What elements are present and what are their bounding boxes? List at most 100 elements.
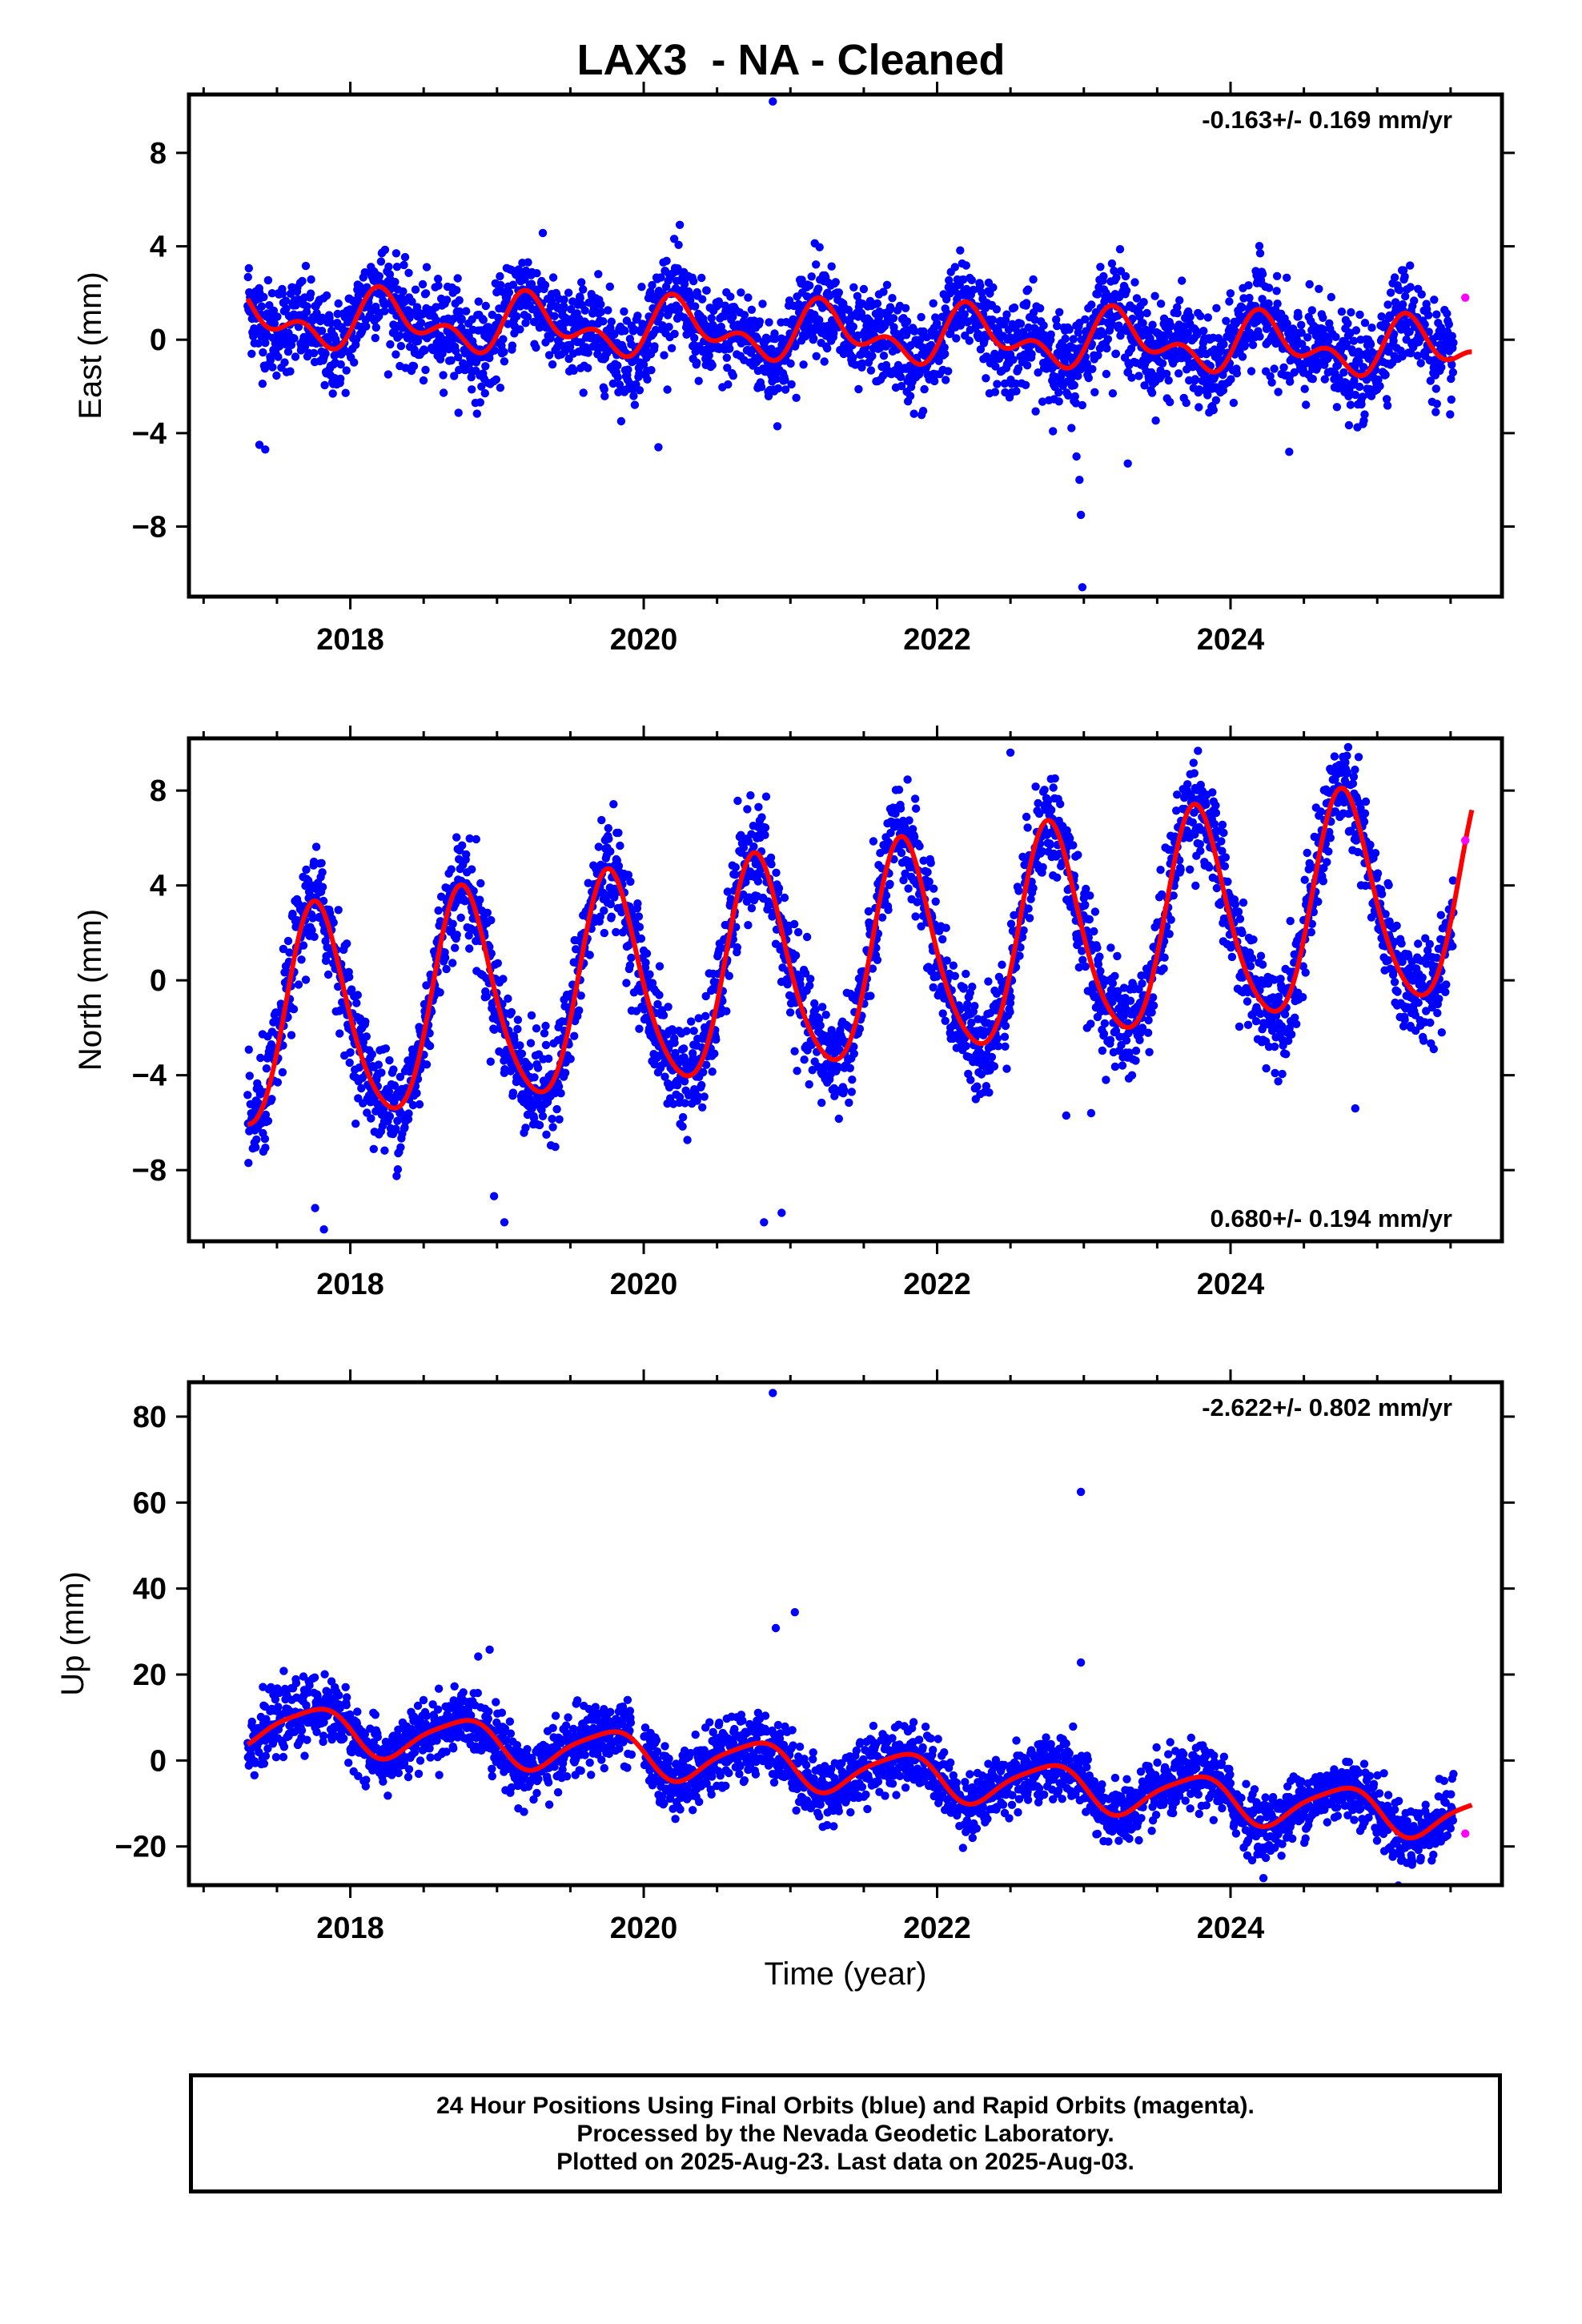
east-outlier-point [1285,448,1294,456]
north-point [673,1081,682,1090]
north-point [448,919,457,928]
east-point [722,353,731,362]
east-point [786,359,795,368]
north-point [347,985,356,994]
east-point [772,374,781,384]
east-point [1255,242,1264,251]
north-point [245,1072,254,1080]
east-point [1420,320,1429,329]
north-point [785,1008,795,1017]
north-point [708,1068,717,1076]
north-point [524,1062,534,1071]
north-point [256,1053,265,1063]
east-point [1096,263,1105,271]
east-point [307,275,315,284]
north-point [301,975,311,984]
north-point [723,887,732,896]
east-point [438,335,448,344]
east-point [286,289,295,298]
east-point [1443,309,1452,318]
north-point [541,1040,551,1050]
east-point [870,324,880,334]
north-point [757,813,766,822]
north-point [772,868,781,878]
east-point [400,252,410,262]
east-point [477,382,486,391]
north-point [261,1144,270,1152]
east-point [888,294,897,303]
east-point [596,300,605,309]
north-point [607,912,616,921]
east-point [1158,359,1167,368]
east-point [901,304,910,312]
east-point [1305,279,1314,289]
east-point [918,407,928,416]
north-point [636,934,646,943]
east-point [941,349,950,359]
north-point [493,959,502,968]
north-point [329,918,338,927]
east-point [1337,308,1347,316]
north-point [310,932,319,942]
north-point [845,1098,853,1108]
east-point [1410,296,1419,305]
east-point [930,376,939,386]
east-point [550,312,559,320]
north-point [311,842,321,851]
north-point [849,1049,859,1059]
north-point [655,991,664,999]
east-point [1272,271,1282,280]
north-point [244,1045,253,1054]
north-point [404,1109,413,1118]
east-point [580,306,589,315]
north-point [600,906,608,915]
east-point [1135,311,1145,320]
north-point [722,1007,731,1015]
north-point [743,805,752,814]
east-point [1324,336,1333,345]
east-point [834,288,844,297]
east-point [1405,328,1414,336]
north-point [968,983,977,991]
east-point [604,306,612,315]
north-point [552,1104,561,1114]
north-point [732,923,741,931]
north-point [517,1049,527,1059]
east-point [1090,388,1099,396]
east-point [1226,289,1235,298]
east-point [450,372,459,380]
east-point [508,280,518,289]
east-point [744,293,753,302]
north-point [911,912,920,921]
east-point [395,331,404,340]
north-point [448,959,457,967]
north-point [351,1120,360,1128]
north-point [949,961,958,970]
east-point [453,274,462,283]
east-point [1132,294,1142,303]
east-point [309,348,319,358]
north-point [425,1029,434,1038]
north-point [452,931,461,939]
north-point [436,892,446,901]
east-point [1081,315,1090,324]
east-point [724,380,733,389]
east-point [1175,296,1184,305]
east-point [1055,308,1064,316]
east-point [885,303,895,312]
x-tick-label: 2018 [316,623,384,657]
north-point [334,982,343,991]
north-point [938,935,947,944]
east-point [375,271,383,281]
north-point [551,1142,560,1152]
east-point [660,351,669,360]
east-point [1121,271,1130,281]
north-point [323,970,333,979]
east-point [945,275,954,285]
east-model-curve [245,283,1472,379]
north-point [352,999,361,1007]
north-point [774,884,784,893]
east-point [1014,364,1023,373]
east-point [667,344,677,352]
north-point [680,1077,689,1086]
